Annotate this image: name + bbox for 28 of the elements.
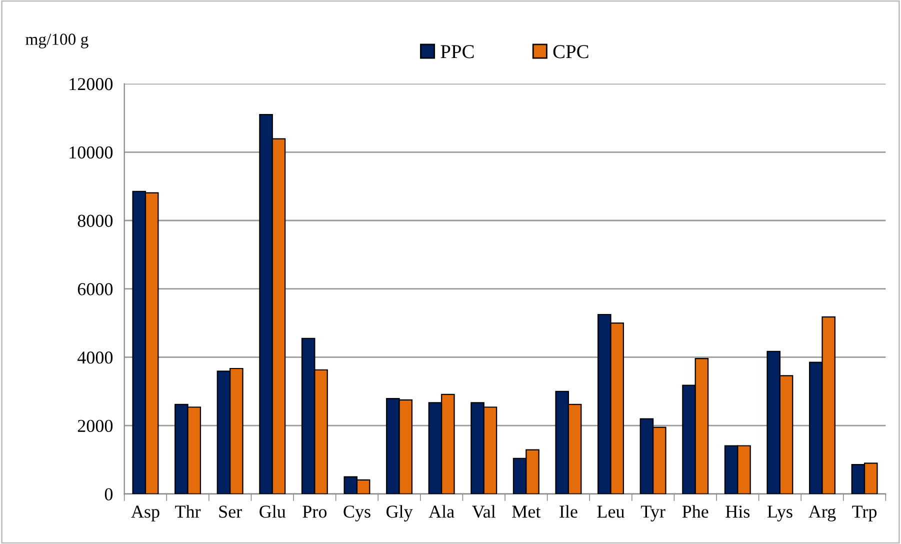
x-tick-label: Tyr xyxy=(640,506,666,522)
x-tick-label: His xyxy=(726,506,750,518)
x-tick-label: Pro xyxy=(302,506,327,518)
y-tick-label: 8000 xyxy=(78,214,113,227)
x-tick-label: Gly xyxy=(386,505,413,522)
x-tick-label: Arg xyxy=(808,506,836,522)
x-tick-label: Trp xyxy=(852,506,877,522)
x-tick-label: Cys xyxy=(344,506,370,522)
x-tick-label: Leu xyxy=(597,506,624,518)
x-tick-label: Phe xyxy=(682,505,708,518)
legend-label: PPC xyxy=(440,45,474,58)
y-tick-label: 0 xyxy=(104,488,113,500)
legend-label: CPC xyxy=(553,45,588,58)
x-tick-label: Glu xyxy=(260,505,286,518)
y-tick-label: 12000 xyxy=(70,78,113,90)
y-tick-label: 6000 xyxy=(78,283,113,296)
x-tick-label: Asp xyxy=(131,506,160,522)
x-tick-label: Ser xyxy=(219,506,242,518)
x-tick-label: Ala xyxy=(428,505,454,518)
x-tick-label: Ile xyxy=(560,505,578,518)
y-axis-title: mg/100 g xyxy=(26,34,88,48)
x-tick-label: Val xyxy=(472,505,496,518)
x-tick-label: Thr xyxy=(175,505,201,518)
y-tick-label: 4000 xyxy=(77,351,113,364)
y-tick-label: 2000 xyxy=(78,420,113,432)
x-tick-label: Met xyxy=(512,506,541,518)
y-tick-label: 10000 xyxy=(70,146,113,159)
x-tick-label: Lys xyxy=(767,506,792,522)
